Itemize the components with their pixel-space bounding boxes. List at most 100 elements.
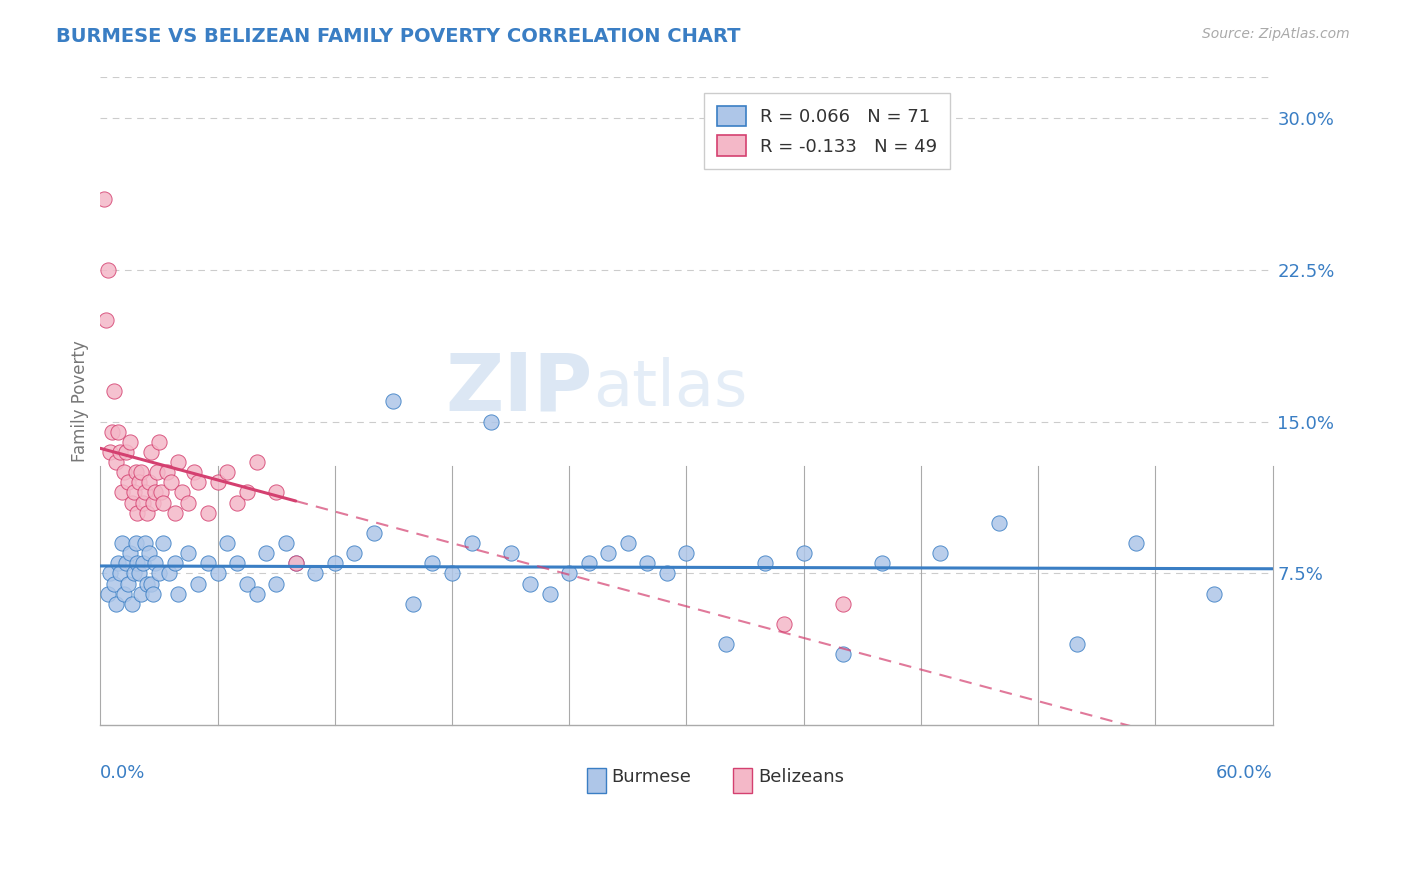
Point bbox=[118, 546, 141, 560]
Point bbox=[159, 475, 181, 490]
Point bbox=[138, 546, 160, 560]
Point bbox=[217, 536, 239, 550]
Point bbox=[148, 434, 170, 449]
Point bbox=[103, 576, 125, 591]
Point bbox=[558, 566, 581, 581]
Point bbox=[108, 445, 131, 459]
Point bbox=[538, 587, 561, 601]
Point bbox=[578, 557, 600, 571]
Point bbox=[207, 475, 229, 490]
Point bbox=[112, 465, 135, 479]
Point bbox=[117, 576, 139, 591]
Point bbox=[118, 434, 141, 449]
Point bbox=[149, 485, 172, 500]
Point bbox=[134, 485, 156, 500]
Text: Burmese: Burmese bbox=[612, 768, 692, 786]
Point bbox=[146, 465, 169, 479]
Point bbox=[142, 495, 165, 509]
Y-axis label: Family Poverty: Family Poverty bbox=[72, 341, 89, 462]
Point bbox=[177, 495, 200, 509]
Point bbox=[121, 597, 143, 611]
Point bbox=[207, 566, 229, 581]
Point bbox=[101, 425, 124, 439]
Point bbox=[187, 475, 209, 490]
Point bbox=[163, 506, 186, 520]
Point bbox=[124, 536, 146, 550]
Point bbox=[98, 566, 121, 581]
Point bbox=[773, 617, 796, 632]
Text: BURMESE VS BELIZEAN FAMILY POVERTY CORRELATION CHART: BURMESE VS BELIZEAN FAMILY POVERTY CORRE… bbox=[56, 27, 741, 45]
Point bbox=[246, 455, 269, 469]
Point bbox=[655, 566, 678, 581]
Bar bbox=[586, 768, 606, 793]
Point bbox=[343, 546, 366, 560]
Point bbox=[141, 576, 163, 591]
Point bbox=[156, 465, 179, 479]
Point bbox=[304, 566, 326, 581]
Point bbox=[1202, 587, 1225, 601]
Point bbox=[264, 576, 287, 591]
Point bbox=[124, 465, 146, 479]
Text: atlas: atlas bbox=[593, 358, 747, 419]
Point bbox=[988, 516, 1011, 530]
Point bbox=[274, 536, 297, 550]
Point bbox=[97, 587, 120, 601]
Point bbox=[98, 445, 121, 459]
Point bbox=[831, 597, 853, 611]
Point bbox=[152, 536, 174, 550]
Point bbox=[148, 566, 170, 581]
Point bbox=[323, 557, 346, 571]
Point bbox=[1066, 637, 1088, 651]
Text: 60.0%: 60.0% bbox=[1216, 764, 1272, 782]
Point bbox=[121, 495, 143, 509]
Point bbox=[636, 557, 658, 571]
Point bbox=[111, 485, 134, 500]
Point bbox=[111, 536, 134, 550]
Point bbox=[284, 557, 307, 571]
Point bbox=[136, 576, 159, 591]
Point bbox=[103, 384, 125, 399]
Point bbox=[132, 495, 155, 509]
Point bbox=[172, 485, 194, 500]
Point bbox=[127, 557, 149, 571]
Point bbox=[598, 546, 620, 560]
Point bbox=[128, 566, 150, 581]
Point bbox=[382, 394, 405, 409]
Point bbox=[519, 576, 541, 591]
Text: Source: ZipAtlas.com: Source: ZipAtlas.com bbox=[1202, 27, 1350, 41]
Point bbox=[138, 475, 160, 490]
Point bbox=[108, 566, 131, 581]
Point bbox=[167, 455, 190, 469]
Point bbox=[177, 546, 200, 560]
Point bbox=[128, 475, 150, 490]
Point bbox=[617, 536, 640, 550]
Point bbox=[157, 566, 180, 581]
Text: Belizeans: Belizeans bbox=[758, 768, 844, 786]
Point bbox=[132, 557, 155, 571]
Point bbox=[114, 557, 136, 571]
Point bbox=[440, 566, 463, 581]
Point bbox=[152, 495, 174, 509]
Point bbox=[246, 587, 269, 601]
Point bbox=[675, 546, 697, 560]
Point bbox=[136, 506, 159, 520]
Point bbox=[97, 262, 120, 277]
Point bbox=[714, 637, 737, 651]
Point bbox=[402, 597, 425, 611]
Point bbox=[264, 485, 287, 500]
Point bbox=[363, 525, 385, 540]
Point bbox=[127, 506, 149, 520]
Point bbox=[163, 557, 186, 571]
Point bbox=[499, 546, 522, 560]
Point bbox=[197, 506, 219, 520]
Point bbox=[217, 465, 239, 479]
Point bbox=[122, 485, 145, 500]
Point bbox=[134, 536, 156, 550]
Point bbox=[131, 587, 153, 601]
Bar bbox=[734, 768, 752, 793]
Point bbox=[131, 465, 153, 479]
Point bbox=[460, 536, 482, 550]
Point bbox=[226, 495, 249, 509]
Point bbox=[479, 415, 502, 429]
Point bbox=[107, 425, 129, 439]
